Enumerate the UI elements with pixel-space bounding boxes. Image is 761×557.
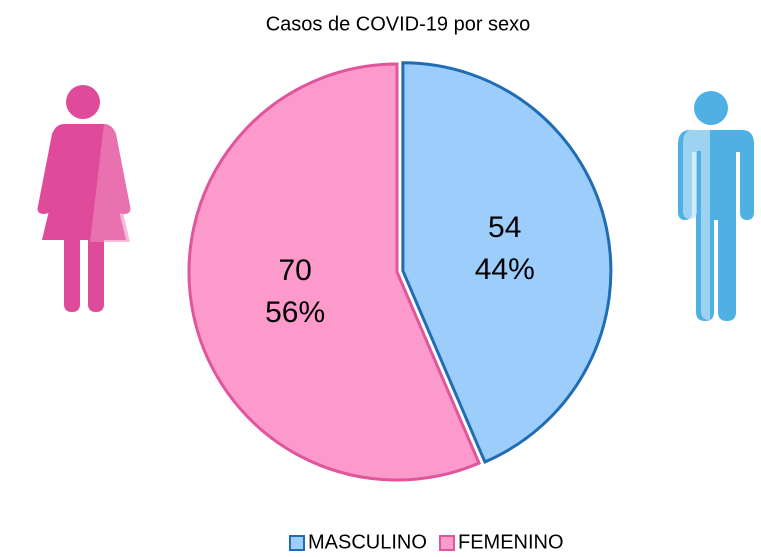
percent-label: 44% [475,253,535,286]
legend-swatch [289,535,305,551]
female-icon [37,85,131,312]
chart-title: Casos de COVID-19 por sexo [266,13,531,35]
legend-swatch [439,535,455,551]
value-label: 70 [278,254,311,287]
value-label: 54 [488,211,521,244]
percent-label: 56% [265,296,325,329]
pie-slice [401,61,613,464]
pie-slice [187,62,481,482]
legend-label: FEMENINO [458,531,564,553]
male-icon [678,91,754,321]
legend-label: MASCULINO [308,531,427,553]
